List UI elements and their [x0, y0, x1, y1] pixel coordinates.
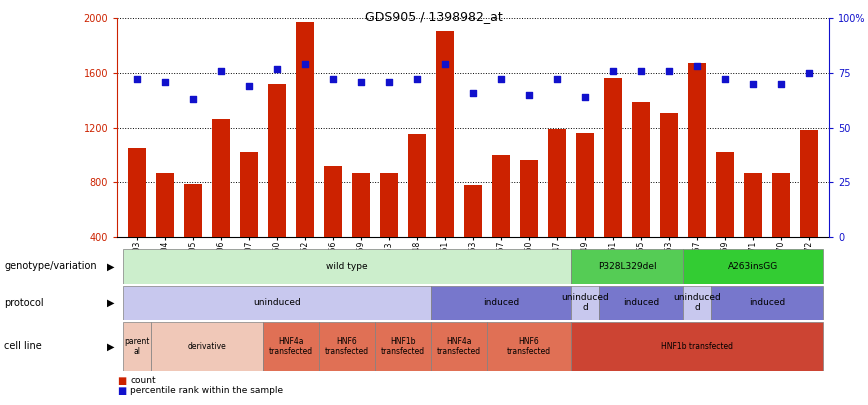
Bar — [487, 322, 571, 371]
Text: HNF1b transfected: HNF1b transfected — [661, 342, 733, 351]
Bar — [688, 63, 707, 292]
Point — [578, 94, 592, 100]
Bar — [599, 286, 683, 320]
Point — [298, 61, 312, 67]
Bar — [492, 155, 510, 292]
Bar — [632, 102, 650, 292]
Bar — [520, 160, 538, 292]
Text: uninduced
d: uninduced d — [562, 293, 609, 312]
Bar — [711, 286, 824, 320]
Point — [354, 79, 368, 85]
Point — [410, 76, 424, 83]
Bar — [212, 119, 230, 292]
Bar — [571, 322, 824, 371]
Bar — [604, 78, 622, 292]
Text: cell line: cell line — [4, 341, 42, 351]
Point — [326, 76, 340, 83]
Point — [270, 65, 284, 72]
Point — [186, 96, 200, 102]
Bar — [319, 322, 375, 371]
Bar — [268, 84, 286, 292]
Point — [635, 68, 648, 74]
Bar — [773, 173, 791, 292]
Point — [242, 83, 256, 89]
Bar — [122, 322, 151, 371]
Text: percentile rank within the sample: percentile rank within the sample — [130, 386, 283, 395]
Bar — [184, 183, 202, 292]
Bar — [683, 286, 711, 320]
Bar — [716, 152, 734, 292]
Text: wild type: wild type — [326, 262, 368, 271]
Point — [494, 76, 508, 83]
Text: ▶: ▶ — [107, 341, 115, 351]
Bar — [571, 286, 599, 320]
Point — [550, 76, 564, 83]
Bar — [683, 249, 824, 284]
Text: induced: induced — [749, 298, 786, 307]
Bar — [436, 30, 454, 292]
Point — [158, 79, 172, 85]
Text: uninduced: uninduced — [253, 298, 301, 307]
Text: HNF4a
transfected: HNF4a transfected — [269, 337, 313, 356]
Text: induced: induced — [483, 298, 519, 307]
Point — [690, 63, 704, 70]
Bar — [122, 286, 431, 320]
Bar — [576, 133, 595, 292]
Bar — [800, 130, 819, 292]
Point — [523, 92, 536, 98]
Text: A263insGG: A263insGG — [728, 262, 779, 271]
Text: ■: ■ — [117, 376, 127, 386]
Text: HNF6
transfected: HNF6 transfected — [507, 337, 551, 356]
Text: ▶: ▶ — [107, 261, 115, 271]
Point — [606, 68, 620, 74]
Bar — [128, 148, 146, 292]
Text: ▶: ▶ — [107, 298, 115, 308]
Bar — [375, 322, 431, 371]
Point — [802, 70, 816, 76]
Bar — [151, 322, 263, 371]
Bar — [240, 152, 258, 292]
Point — [466, 90, 480, 96]
Point — [746, 81, 760, 87]
Text: induced: induced — [623, 298, 660, 307]
Point — [382, 79, 396, 85]
Bar — [296, 22, 314, 292]
Bar — [324, 166, 342, 292]
Bar — [571, 249, 683, 284]
Bar — [408, 134, 426, 292]
Text: parent
al: parent al — [124, 337, 149, 356]
Point — [438, 61, 452, 67]
Text: derivative: derivative — [187, 342, 227, 351]
Bar — [464, 185, 482, 292]
Text: GDS905 / 1398982_at: GDS905 / 1398982_at — [365, 10, 503, 23]
Text: genotype/variation: genotype/variation — [4, 261, 97, 271]
Text: uninduced
d: uninduced d — [674, 293, 721, 312]
Text: ■: ■ — [117, 386, 127, 396]
Bar — [352, 173, 370, 292]
Bar — [548, 129, 566, 292]
Point — [130, 76, 144, 83]
Text: P328L329del: P328L329del — [598, 262, 656, 271]
Text: HNF6
transfected: HNF6 transfected — [325, 337, 369, 356]
Point — [662, 68, 676, 74]
Bar — [263, 322, 319, 371]
Bar — [660, 113, 678, 292]
Bar — [744, 173, 762, 292]
Text: protocol: protocol — [4, 298, 44, 308]
Point — [774, 81, 788, 87]
Text: HNF1b
transfected: HNF1b transfected — [381, 337, 425, 356]
Point — [214, 68, 227, 74]
Bar — [122, 249, 571, 284]
Bar — [431, 286, 571, 320]
Bar — [380, 173, 398, 292]
Text: HNF4a
transfected: HNF4a transfected — [437, 337, 481, 356]
Point — [719, 76, 733, 83]
Bar — [431, 322, 487, 371]
Bar — [155, 173, 174, 292]
Text: count: count — [130, 376, 156, 385]
